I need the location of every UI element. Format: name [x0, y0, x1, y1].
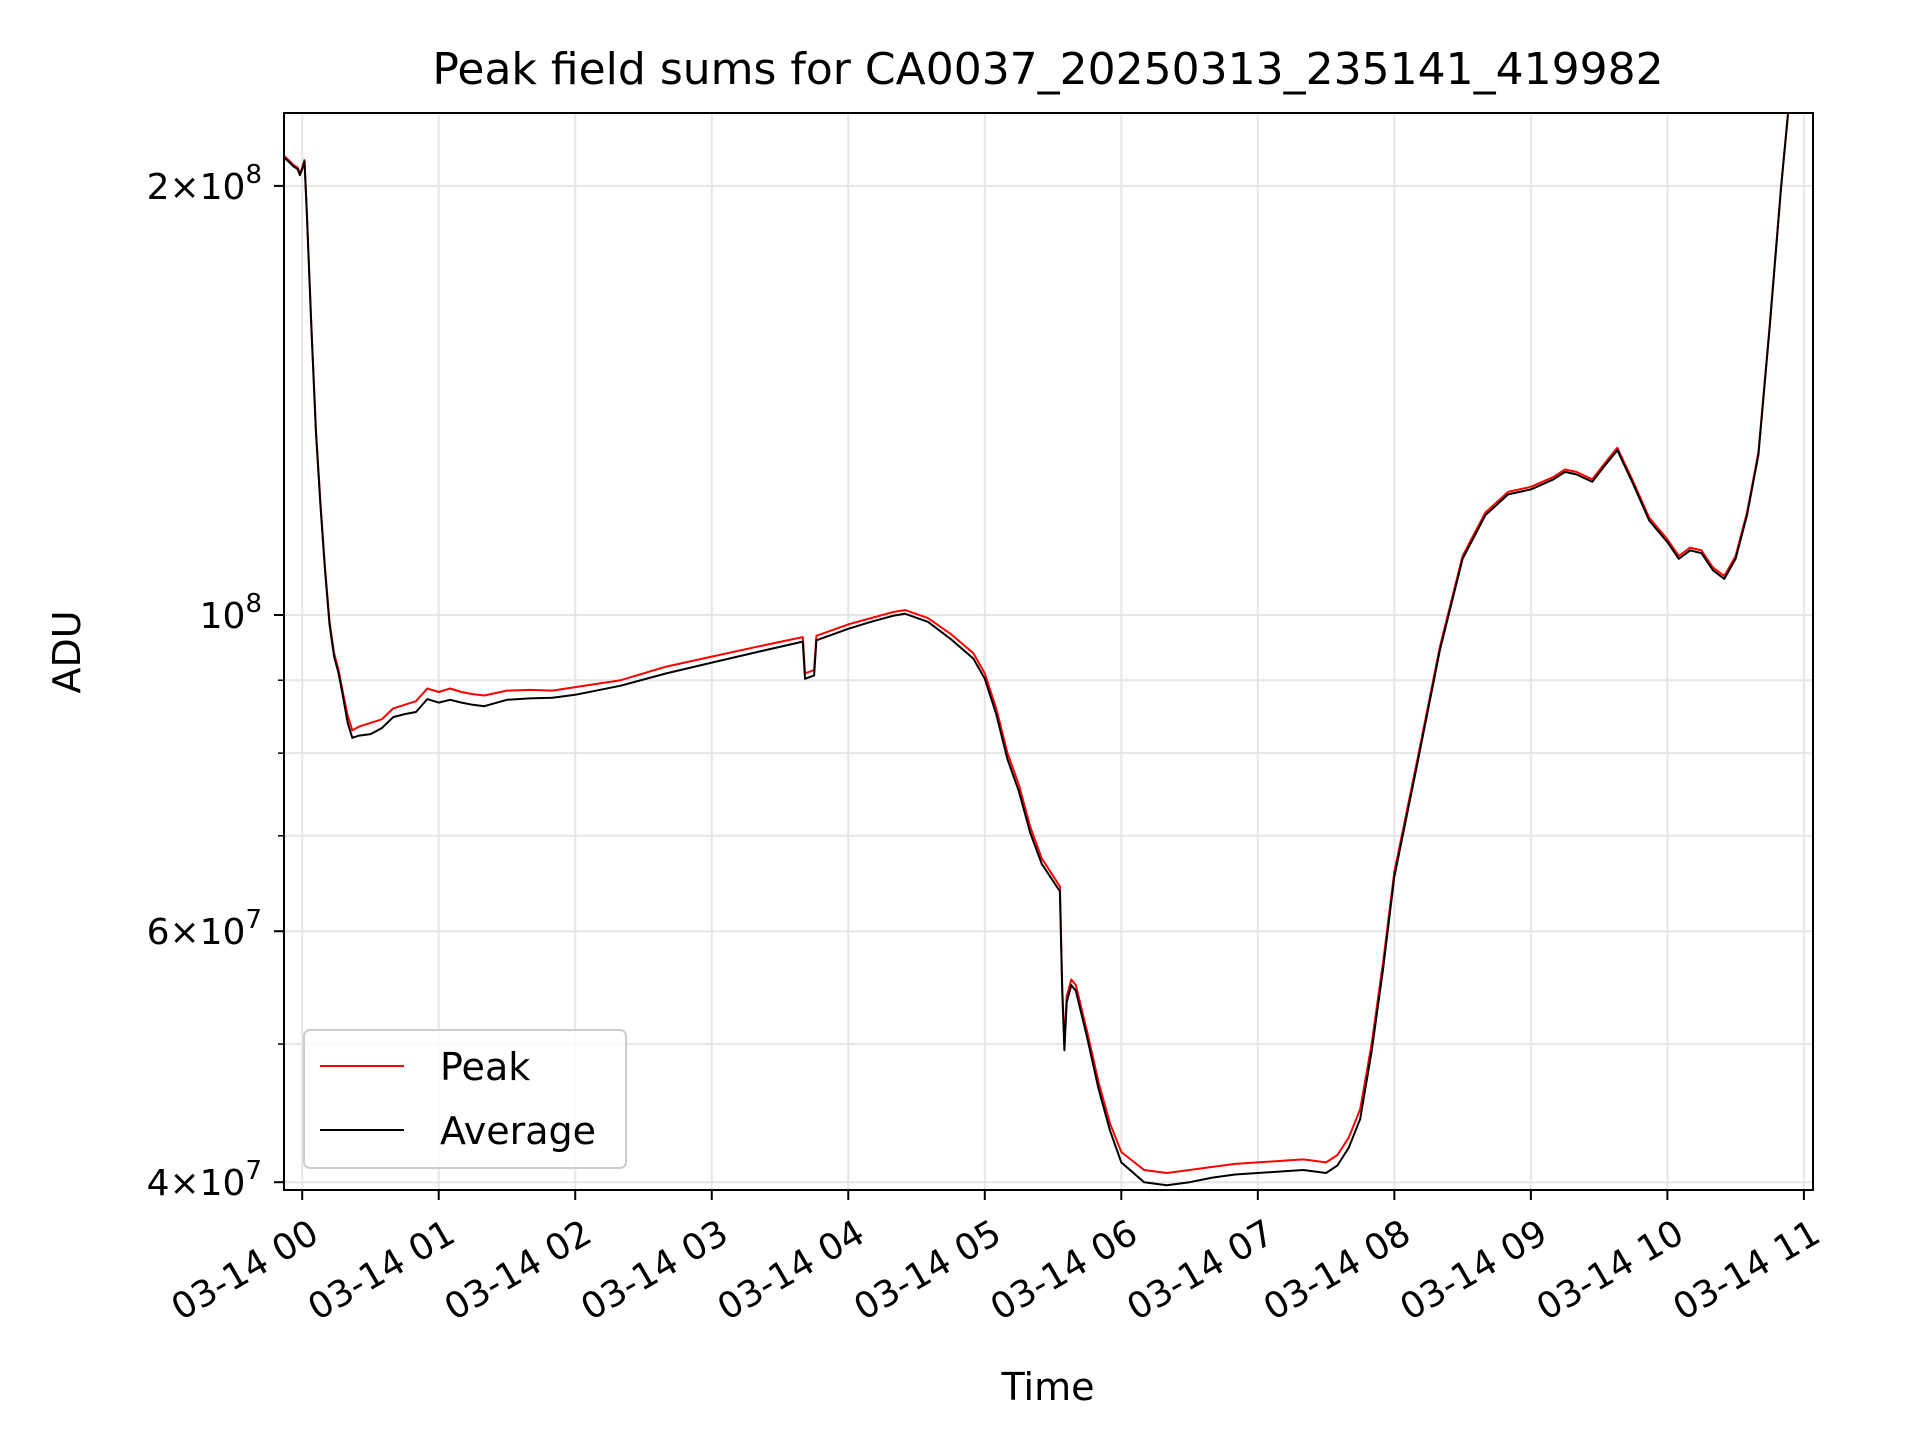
series-line-average	[284, 114, 1789, 1187]
legend-peak-label: Peak	[440, 1045, 530, 1089]
legend: Peak Average	[303, 1029, 627, 1169]
y-tick-label: 2×108	[147, 160, 262, 208]
legend-average-label: Average	[440, 1109, 596, 1153]
y-axis: 4×107 6×107 108 2×108	[147, 160, 284, 1204]
series-line-peak	[284, 113, 1789, 1174]
y-tick-label: 108	[200, 589, 262, 637]
x-axis-label: Time	[1001, 1365, 1095, 1409]
chart-title: Peak field sums for CA0037_20250313_2351…	[432, 44, 1663, 95]
grid	[284, 113, 1813, 1190]
y-axis-label: ADU	[45, 610, 89, 693]
plot-area-frame	[283, 112, 1814, 1191]
y-tick-label: 4×107	[147, 1156, 262, 1204]
series-layer	[284, 113, 1789, 1187]
y-tick-label: 6×107	[147, 905, 262, 953]
legend-box	[303, 1029, 627, 1169]
